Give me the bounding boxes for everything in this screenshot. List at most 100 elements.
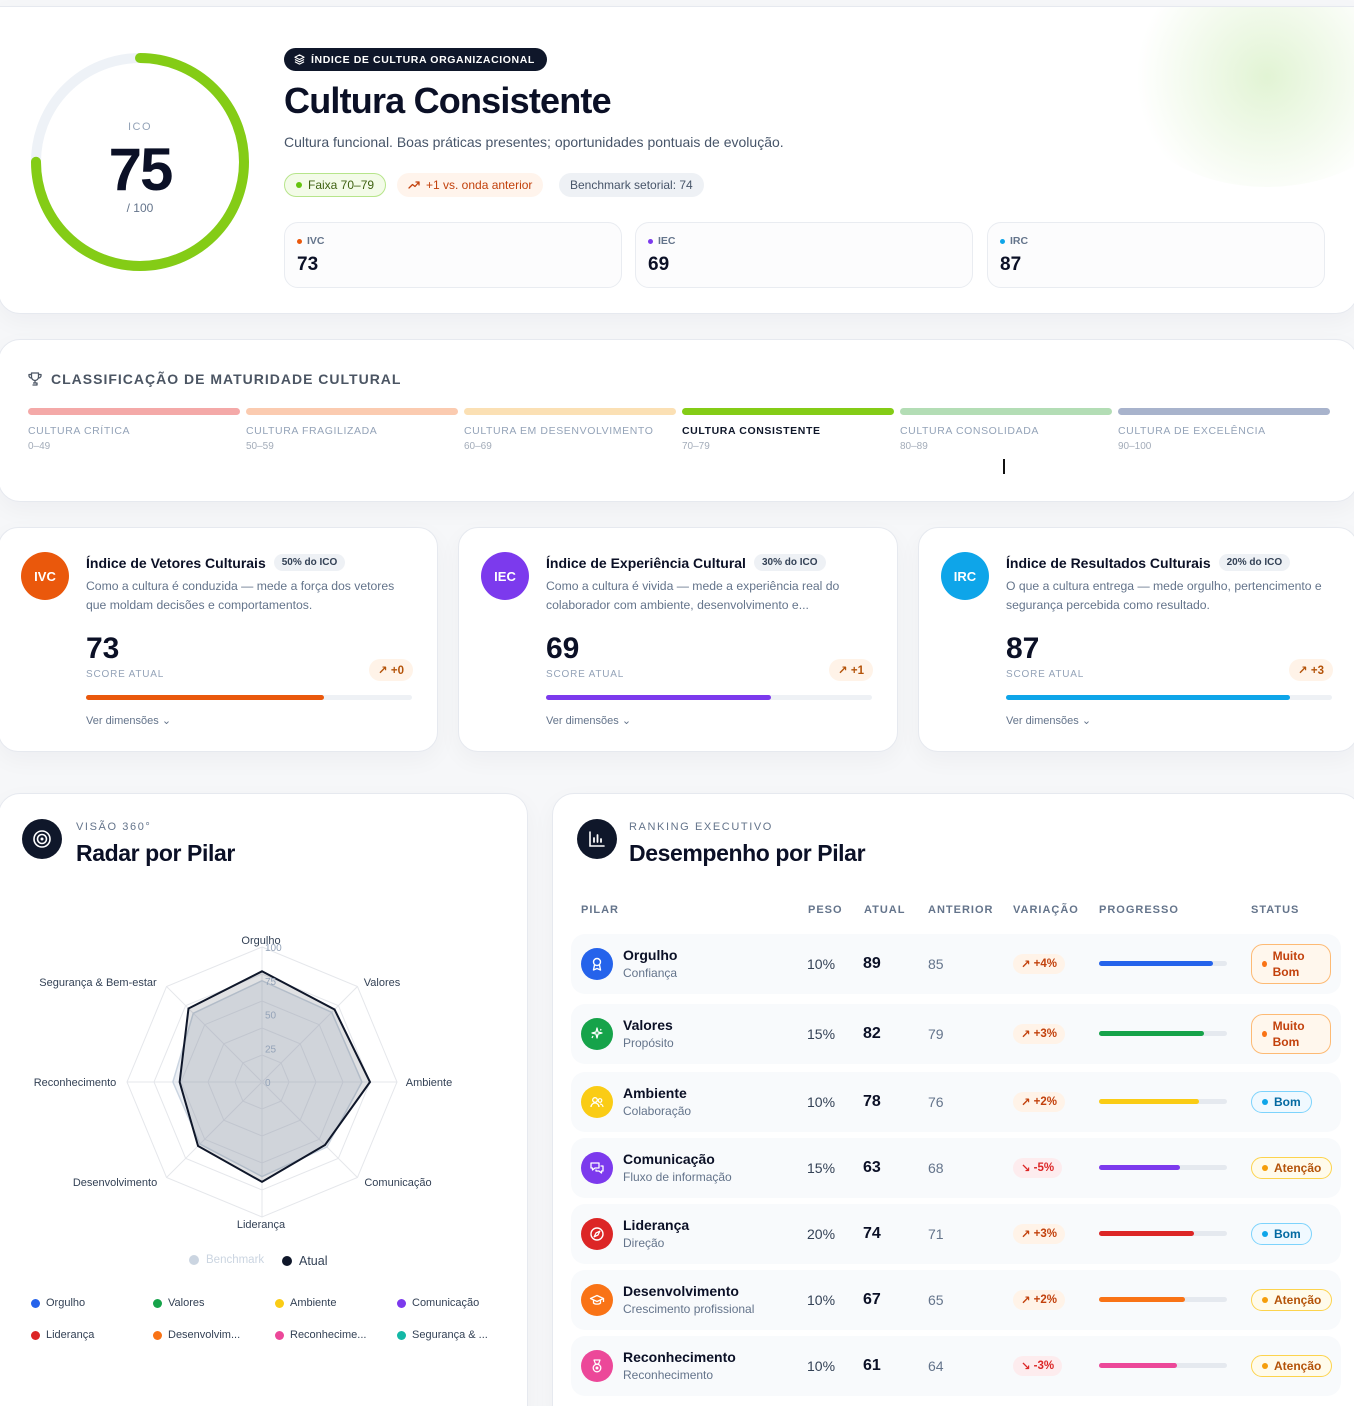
- index-progress-track: [86, 695, 412, 700]
- delta-badge: ↗ +0: [369, 659, 413, 681]
- pillar-weight: 10%: [807, 1292, 836, 1308]
- col-atual[interactable]: ATUAL: [864, 904, 906, 916]
- ver-dimensoes-label: Ver dimensões: [86, 715, 159, 727]
- maturity-card: CLASSIFICAÇÃO DE MATURIDADE CULTURAL CUL…: [0, 339, 1354, 502]
- pillar-name: Ambiente: [623, 1085, 687, 1101]
- maturity-level-name: CULTURA CONSOLIDADA: [900, 425, 1039, 437]
- pillar-current: 78: [863, 1093, 881, 1110]
- trend-up-icon: [408, 181, 420, 189]
- legend-benchmark-label: Benchmark: [206, 1254, 265, 1266]
- ver-dimensoes-toggle[interactable]: Ver dimensões ⌄: [86, 714, 171, 727]
- pillar-legend-item[interactable]: Desenvolvim...: [153, 1329, 240, 1341]
- pillar-current: 67: [863, 1291, 881, 1308]
- subindex-irc[interactable]: IRC 87: [987, 222, 1325, 288]
- score-label: SCORE ATUAL: [86, 669, 165, 680]
- gauge-arc: [31, 53, 249, 271]
- ver-dimensoes-label: Ver dimensões: [1006, 715, 1079, 727]
- pillar-row[interactable]: Orgulho Confiança 10% 89 85 ↗ +4% Muito B…: [571, 934, 1341, 994]
- gauge-center: ICO 75 / 100: [29, 51, 251, 273]
- subindex-name: IRC: [1010, 235, 1029, 247]
- status-badge: Atenção: [1251, 1157, 1333, 1179]
- col-peso[interactable]: PESO: [808, 904, 843, 916]
- maturity-level-name: CULTURA EM DESENVOLVIMENTO: [464, 425, 654, 437]
- pillar-weight: 15%: [807, 1160, 836, 1176]
- pillar-legend-item[interactable]: Segurança & ...: [397, 1329, 488, 1341]
- index-card-iec[interactable]: IEC Índice de Experiência Cultural 30% do…: [458, 527, 898, 752]
- subindex-ivc[interactable]: IVC 73: [284, 222, 622, 288]
- col-anterior[interactable]: ANTERIOR: [928, 904, 994, 916]
- progress-fill: [1099, 1297, 1185, 1302]
- subindex-value: 87: [1000, 254, 1022, 275]
- users-icon: [581, 1086, 613, 1118]
- radar-axis-label: Ambiente: [406, 1077, 452, 1089]
- status-dot: [1262, 1297, 1268, 1303]
- pillar-weight: 15%: [807, 1026, 836, 1042]
- variation-badge: ↗ +3%: [1013, 1024, 1065, 1044]
- index-title-text: Índice de Experiência Cultural: [546, 554, 746, 571]
- delta-value: +3: [1310, 665, 1324, 677]
- pillar-subtitle: Propósito: [623, 1036, 674, 1050]
- ver-dimensoes-toggle[interactable]: Ver dimensões ⌄: [1006, 714, 1091, 727]
- radar-series-atual: [178, 970, 372, 1184]
- pillar-legend-label: Orgulho: [46, 1297, 86, 1309]
- pillar-row[interactable]: Reconhecimento Reconhecimento 10% 61 64 …: [571, 1336, 1341, 1396]
- trend-up-icon: ↗: [1021, 1229, 1031, 1241]
- pillar-legend-item[interactable]: Liderança: [31, 1329, 94, 1341]
- ico-pill: ÍNDICE DE CULTURA ORGANIZACIONAL: [284, 48, 547, 71]
- pillar-legend-item[interactable]: Comunicação: [397, 1297, 479, 1309]
- score-label: SCORE ATUAL: [546, 669, 625, 680]
- maturity-bar: [900, 408, 1112, 415]
- pillar-legend-item[interactable]: Ambiente: [275, 1297, 336, 1309]
- radar-kicker: VISÃO 360°: [76, 821, 152, 833]
- pillar-row[interactable]: Ambiente Colaboração 10% 78 76 ↗ +2% Bom: [571, 1072, 1341, 1132]
- pillar-row[interactable]: Desenvolvimento Crescimento profissional…: [571, 1270, 1341, 1330]
- status-dot: [1262, 1165, 1268, 1171]
- pillar-row[interactable]: Liderança Direção 20% 74 71 ↗ +3% Bom: [571, 1204, 1341, 1264]
- variation-value: +3%: [1033, 1228, 1057, 1240]
- subindex-dot: [1000, 238, 1005, 244]
- variation-badge: ↗ +4%: [1013, 954, 1065, 974]
- index-card-irc[interactable]: IRC Índice de Resultados Culturais 20% do…: [918, 527, 1354, 752]
- pillar-subtitle: Colaboração: [623, 1104, 692, 1118]
- pillar-previous: 76: [928, 1094, 944, 1110]
- legend-benchmark[interactable]: Benchmark: [189, 1254, 264, 1266]
- pillar-name: Orgulho: [623, 947, 678, 963]
- pillar-legend-item[interactable]: Valores: [153, 1297, 204, 1309]
- pillar-row[interactable]: Valores Propósito 15% 82 79 ↗ +3% Muito B…: [571, 1004, 1341, 1064]
- index-score: 87: [1006, 632, 1040, 665]
- legend-dot: [282, 1256, 292, 1266]
- legend-dot: [397, 1330, 406, 1340]
- maturity-level-name: CULTURA DE EXCELÊNCIA: [1118, 425, 1266, 437]
- ver-dimensoes-toggle[interactable]: Ver dimensões ⌄: [546, 714, 631, 727]
- subindex-dot: [648, 238, 653, 244]
- col-progresso[interactable]: PROGRESSO: [1099, 904, 1179, 916]
- delta-value: +1: [850, 665, 864, 677]
- onda-chip-label: +1 vs. onda anterior: [426, 178, 533, 192]
- legend-atual[interactable]: Atual: [282, 1254, 328, 1268]
- chevron-down-icon: ⌄: [161, 715, 172, 727]
- index-card-ivc[interactable]: IVC Índice de Vetores Culturais 50% do IC…: [0, 527, 438, 752]
- radar-axis-label: Segurança & Bem-estar: [39, 977, 157, 989]
- progress-track: [1099, 1297, 1227, 1302]
- status-badge: Bom: [1251, 1091, 1312, 1113]
- subindex-iec[interactable]: IEC 69: [635, 222, 973, 288]
- pillar-legend-item[interactable]: Reconhecime...: [275, 1329, 366, 1341]
- index-progress-track: [546, 695, 872, 700]
- layers-icon: [294, 54, 305, 65]
- status-badge: Atenção: [1251, 1289, 1333, 1311]
- col-variacao[interactable]: VARIAÇÃO: [1013, 904, 1079, 916]
- maturity-title: CLASSIFICAÇÃO DE MATURIDADE CULTURAL: [27, 371, 401, 387]
- col-pilar[interactable]: PILAR: [581, 904, 619, 916]
- pillar-row[interactable]: Comunicação Fluxo de informação 15% 63 6…: [571, 1138, 1341, 1198]
- col-status[interactable]: STATUS: [1251, 904, 1300, 916]
- radar-spoke: [166, 986, 263, 1083]
- subindex-dot: [297, 238, 302, 244]
- pillar-legend-item[interactable]: Orgulho: [31, 1297, 85, 1309]
- radar-tick-label: 0: [265, 1078, 271, 1089]
- trophy-icon: [28, 372, 42, 386]
- maturity-level-excelencia: CULTURA DE EXCELÊNCIA 90–100: [1118, 408, 1330, 452]
- maturity-bar: [28, 408, 240, 415]
- medal-icon: [581, 1350, 613, 1382]
- pillar-name: Reconhecimento: [623, 1349, 736, 1365]
